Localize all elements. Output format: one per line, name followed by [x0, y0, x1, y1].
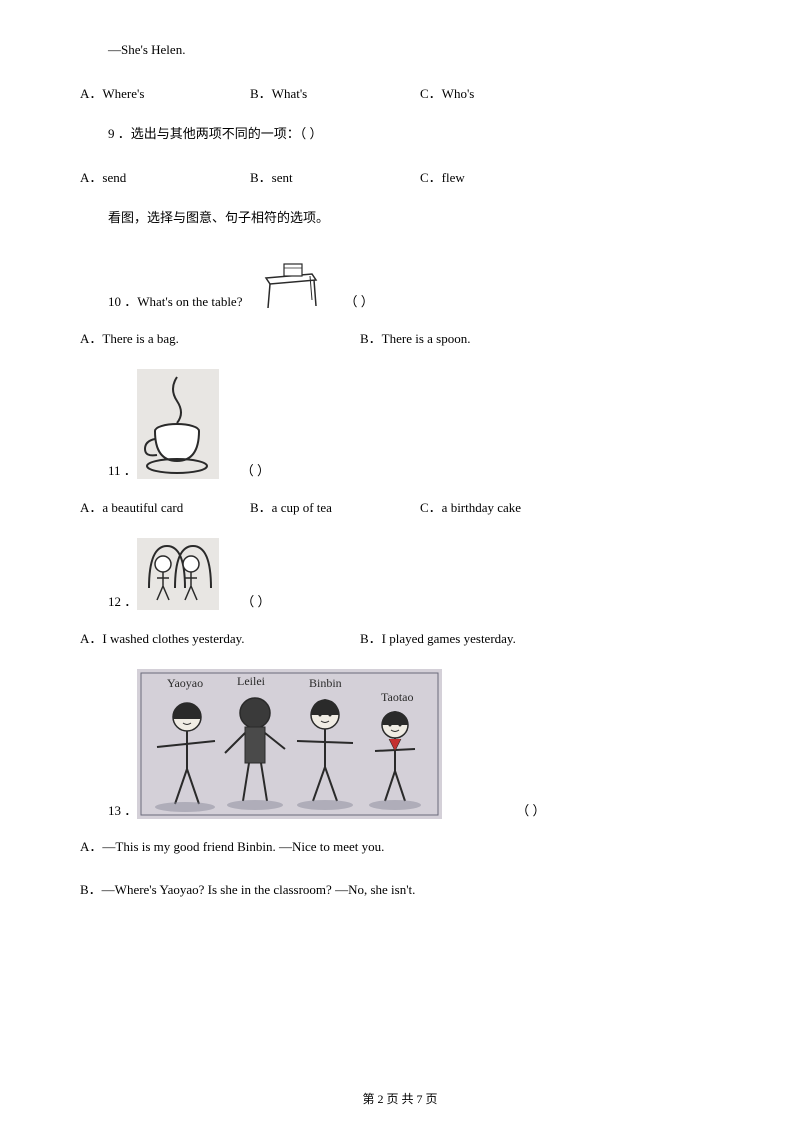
q8-option-a: A．Where's: [80, 83, 250, 102]
q9-option-a: A．send: [80, 167, 250, 186]
q12-options: A．I washed clothes yesterday. B．I played…: [80, 628, 720, 647]
q13-row: 13 ．: [80, 669, 720, 819]
table-image: [254, 250, 322, 310]
q13-prompt-before: 13 ．: [80, 800, 137, 819]
q10-prompt-after: （ ）: [344, 291, 373, 310]
q12-option-a: A．I washed clothes yesterday.: [80, 628, 360, 647]
q12-row: 12 ． （ ）: [80, 538, 720, 610]
label-binbin: Binbin: [309, 676, 342, 690]
q8-option-c: C．Who's: [420, 83, 590, 102]
q10-option-b: B．There is a spoon.: [360, 328, 640, 347]
q10-option-a: A．There is a bag.: [80, 328, 360, 347]
label-taotao: Taotao: [381, 690, 413, 704]
q9-options: A．send B．sent C．flew: [80, 167, 720, 186]
cup-image: [137, 369, 219, 479]
q11-prompt-after: （ ）: [241, 460, 270, 479]
q8-response: —She's Helen.: [80, 40, 720, 61]
children-image: [137, 538, 219, 610]
q13-option-b: B．—Where's Yaoyao? Is she in the classro…: [80, 880, 720, 901]
label-leilei: Leilei: [237, 674, 266, 688]
q11-row: 11 ． （ ）: [80, 369, 720, 479]
q11-options: A．a beautiful card B．a cup of tea C．a bi…: [80, 497, 720, 516]
label-yaoyao: Yaoyao: [167, 676, 203, 690]
q8-options: A．Where's B．What's C．Who's: [80, 83, 720, 102]
q8-option-b: B．What's: [250, 83, 420, 102]
q13-prompt-after: （ ）: [516, 800, 545, 819]
q9-prompt: 9 ．选出与其他两项不同的一项：（ ）: [80, 124, 720, 145]
q10-options: A．There is a bag. B．There is a spoon.: [80, 328, 720, 347]
q11-option-c: C．a birthday cake: [420, 497, 590, 516]
q12-prompt-after: （ ）: [241, 591, 270, 610]
q12-prompt-before: 12 ．: [80, 591, 137, 610]
q11-option-b: B．a cup of tea: [250, 497, 420, 516]
q9-option-c: C．flew: [420, 167, 590, 186]
section-title: 看图，选择与图意、句子相符的选项。: [80, 208, 720, 229]
group-image: Yaoyao Leilei Binbin Taotao: [137, 669, 442, 819]
q9-option-b: B．sent: [250, 167, 420, 186]
q12-option-b: B．I played games yesterday.: [360, 628, 640, 647]
q11-prompt-before: 11 ．: [80, 460, 137, 479]
q10-prompt-before: 10 ．What's on the table?: [80, 291, 242, 310]
page-footer: 第 2 页 共 7 页: [0, 1090, 800, 1107]
q10-row: 10 ．What's on the table? （ ）: [80, 250, 720, 310]
q11-option-a: A．a beautiful card: [80, 497, 250, 516]
q13-option-a: A．—This is my good friend Binbin. —Nice …: [80, 837, 720, 858]
